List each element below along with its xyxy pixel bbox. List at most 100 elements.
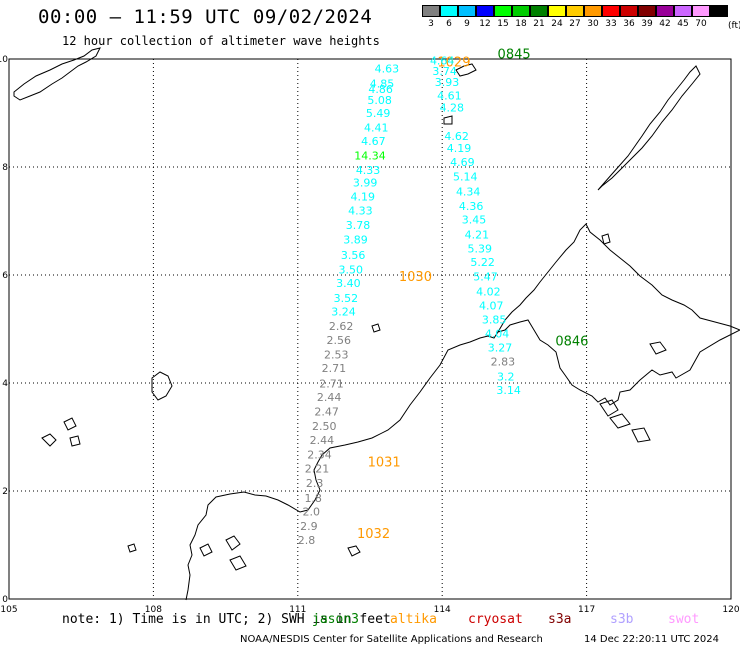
wave-height-value: 2.44 (310, 434, 335, 447)
wave-height-value: 4.36 (459, 200, 484, 213)
wave-height-value: 2.8 (298, 534, 316, 547)
legend-label: 3 (428, 19, 434, 29)
lat-lon-grid (8, 58, 732, 600)
wave-height-value: 4.69 (450, 156, 475, 169)
wave-height-value: 5.49 (366, 107, 391, 120)
legend-unit: (ft) (728, 21, 740, 31)
legend-swatch (439, 5, 458, 17)
legend-label: 21 (533, 19, 545, 29)
legend-item: 27 (565, 5, 584, 29)
coastlines (13, 47, 740, 601)
altimeter-pass: 2.8 1032 (298, 527, 390, 547)
wave-height-value: 3.56 (341, 249, 366, 262)
wave-height-value: 4.34 (456, 186, 481, 199)
legend-label: 42 (659, 19, 671, 29)
wave-height-value: 2.50 (312, 420, 337, 433)
wave-height-value: 4.21 (465, 228, 490, 241)
riau-islands (199, 535, 247, 571)
legend-swatch (421, 5, 440, 17)
wave-height-value: 5.08 (367, 94, 392, 107)
legend-item: 18 (511, 5, 530, 29)
wave-height-value: 2.53 (324, 349, 349, 362)
wave-height-value: 3.50 (338, 263, 363, 276)
legend-item: 21 (529, 5, 548, 29)
legend-label: 36 (623, 19, 635, 29)
pass-time-label: 1030 (399, 270, 432, 285)
wave-height-value: 4.07 (479, 300, 504, 313)
altimeter-pass: 2.212.3 1.82.0 2.9 1031 (300, 456, 401, 533)
wave-height-value: 3.14 (496, 384, 521, 397)
legend-item: 9 (457, 5, 476, 29)
legend-item: 3 (421, 5, 440, 29)
wave-height-value: 3.93 (435, 76, 460, 89)
wave-height-value: 4.04 (485, 328, 510, 341)
wave-height-value: 2.21 (305, 463, 330, 476)
legend-label: 15 (497, 19, 509, 29)
legend-label: 45 (677, 19, 689, 29)
footer-note: note: 1) Time is in UTC; 2) SWH is in fe… (62, 612, 391, 627)
wave-height-value: 2.0 (303, 505, 321, 518)
wave-height-value: 3.74 (432, 65, 457, 78)
y-tick-label: 8 (2, 163, 8, 173)
wave-height-value: 3.2 (497, 370, 515, 383)
wave-height-value: 3.40 (336, 277, 361, 290)
legend-label: 30 (587, 19, 599, 29)
legend-swatch (565, 5, 584, 17)
altimeter-pass: 3.272.833.23.14 0846 (488, 335, 589, 397)
palawan-coastline (597, 65, 701, 191)
wave-height-value: 4.86 (368, 83, 393, 96)
wave-height-value: 4.33 (356, 164, 381, 177)
wave-height-value: 3.24 (331, 306, 356, 319)
legend-swatch (583, 5, 602, 17)
satellite-altika: altika (390, 612, 437, 627)
legend-item: 24 (547, 5, 566, 29)
y-tick-label: 10 (0, 55, 8, 65)
natuna-islands (151, 371, 173, 401)
legend-swatch (511, 5, 530, 17)
wave-height-value: 4.62 (444, 130, 469, 143)
wave-height-value: 4.67 (361, 135, 386, 148)
y-tick-label: 6 (2, 271, 8, 281)
small-islands (127, 63, 667, 557)
legend-swatch (673, 5, 692, 17)
legend-label: 18 (515, 19, 527, 29)
wave-height-value: 4.61 (437, 90, 462, 103)
legend-swatch (619, 5, 638, 17)
satellite-jason3: jason3 (312, 612, 359, 627)
altimeter-pass: 4.634.854.865.085.494.414.6714.344.333.9… (338, 56, 470, 277)
map-frame (8, 58, 732, 600)
wave-height-value: 3.85 (482, 314, 507, 327)
pass-time-label: 0846 (555, 335, 588, 350)
vietnam-coastline (13, 47, 101, 101)
wave-height-value: 2.47 (314, 405, 339, 418)
legend-label: 70 (695, 19, 707, 29)
wave-height-value: 3.78 (346, 219, 371, 232)
borneo-coastline (185, 319, 740, 601)
legend-swatch (493, 5, 512, 17)
legend-item: 39 (637, 5, 656, 29)
legend-swatch (655, 5, 674, 17)
x-tick-label: 120 (722, 605, 739, 615)
anambas-islands (41, 417, 81, 447)
wave-height-color-legend: 3 6 9 12 15 18 21 24 27 30 33 36 39 42 45 70 (421, 5, 728, 29)
wave-height-value: 4.85 (370, 78, 395, 91)
wave-height-value: 4.28 (440, 101, 465, 114)
wave-height-value: 2.83 (491, 356, 516, 369)
legend-swatch (529, 5, 548, 17)
satellite-s3a: s3a (548, 612, 572, 627)
satellite-s3b: s3b (610, 612, 634, 627)
x-tick-label: 117 (578, 605, 595, 615)
wave-height-value: 3.52 (334, 292, 359, 305)
legend-item: 12 (475, 5, 494, 29)
legend-swatch (691, 5, 710, 17)
legend-label: 9 (464, 19, 470, 29)
sabah-coastline (497, 223, 740, 333)
legend-swatch (475, 5, 494, 17)
wave-height-value: 2.56 (326, 334, 351, 347)
map-subtitle: 12 hour collection of altimeter wave hei… (62, 34, 380, 48)
legend-item: 30 (583, 5, 602, 29)
altimeter-pass: 3.403.523.242.622.562.532.712.712.442.47… (307, 270, 432, 462)
legend-label: 27 (569, 19, 581, 29)
satellite-cryosat: cryosat (468, 612, 523, 627)
